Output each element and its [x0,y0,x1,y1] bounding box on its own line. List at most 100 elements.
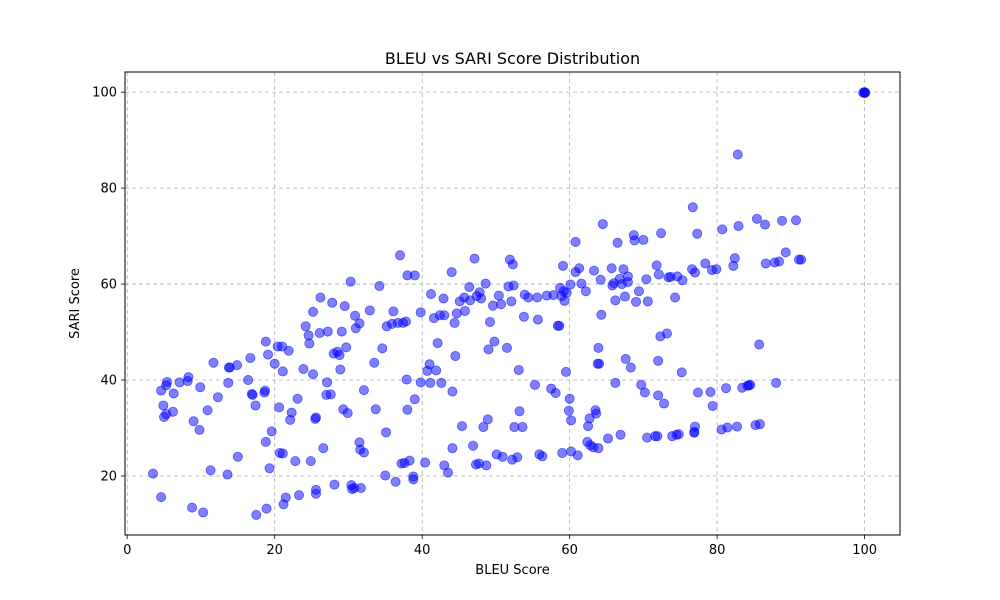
data-point-50 [280,492,291,503]
data-point-35 [260,385,271,396]
data-point-51 [283,345,294,356]
data-point-98 [364,305,375,316]
x-tick-label-5: 100 [852,543,877,558]
data-point-273 [676,367,687,378]
data-point-23 [223,377,234,388]
data-point-123 [415,377,426,388]
data-point-204 [563,405,574,416]
data-point-115 [401,374,412,385]
data-point-48 [277,366,288,377]
data-point-31 [247,389,258,400]
data-point-182 [518,311,529,322]
x-tick-label-0: 0 [123,543,131,558]
data-point-104 [381,427,392,438]
data-point-252 [639,387,650,398]
data-point-84 [341,342,352,353]
data-point-67 [310,484,321,495]
data-point-294 [732,421,743,432]
y-tick-label-4: 100 [92,86,117,101]
data-point-318 [859,88,870,99]
data-point-79 [334,350,345,361]
y-tick-label-1: 40 [100,374,117,389]
data-point-20 [208,357,219,368]
data-point-1 [156,492,167,503]
plot-frame [124,71,901,536]
data-point-305 [760,219,771,230]
data-point-157 [476,293,487,304]
data-point-259 [653,390,664,401]
data-point-274 [677,275,688,286]
data-point-114 [400,316,411,327]
data-points [148,87,871,520]
data-point-47 [277,448,288,459]
data-point-296 [733,221,744,232]
data-point-290 [720,383,731,394]
data-point-138 [442,467,453,478]
data-point-10 [174,377,185,388]
data-point-56 [294,490,305,501]
data-point-40 [264,463,275,474]
data-point-73 [322,326,333,337]
data-point-184 [523,292,534,303]
y-tick-label-2: 60 [100,278,117,293]
data-point-107 [388,306,399,317]
data-point-58 [300,321,311,332]
data-point-162 [483,344,494,355]
data-point-224 [593,342,604,353]
data-point-249 [633,286,644,297]
x-tick-label-1: 20 [266,543,283,558]
data-point-3 [158,400,169,411]
data-point-226 [594,358,605,369]
data-point-33 [251,509,262,520]
data-point-245 [625,362,636,373]
data-point-152 [469,253,480,264]
data-point-13 [187,502,198,513]
data-point-281 [692,228,703,239]
data-point-258 [652,431,663,442]
data-point-163 [485,316,496,327]
data-point-235 [610,377,621,388]
chart-title: BLEU vs SARI Score Distribution [385,49,640,68]
data-point-53 [286,407,297,418]
data-point-300 [745,379,756,390]
y-tick-label-3: 80 [100,182,117,197]
data-point-236 [612,237,623,248]
data-point-265 [661,328,672,339]
data-point-272 [673,429,684,440]
data-point-139 [446,267,457,278]
data-point-103 [380,470,391,481]
data-point-61 [305,456,316,467]
data-point-293 [729,253,740,264]
data-point-151 [468,440,479,451]
data-point-222 [591,408,602,419]
y-axis-label: SARI Score [68,268,83,339]
data-point-16 [195,382,206,393]
data-point-143 [449,317,460,328]
data-point-96 [358,447,369,458]
data-point-306 [760,258,771,269]
data-point-85 [342,408,353,419]
data-point-264 [659,398,670,409]
data-point-286 [707,400,718,411]
data-point-90 [350,310,361,321]
data-point-257 [651,260,662,271]
x-tick-label-3: 60 [561,543,578,558]
data-point-167 [493,290,504,301]
data-point-230 [602,433,613,444]
y-tick-label-0: 20 [100,469,117,484]
data-point-69 [315,292,326,303]
data-point-17 [198,507,209,518]
data-point-263 [656,228,667,239]
data-point-295 [732,149,743,160]
data-point-312 [791,215,802,226]
data-point-108 [390,476,401,487]
data-point-149 [464,281,475,292]
data-point-118 [404,455,415,466]
data-point-240 [618,264,629,275]
data-point-180 [514,406,525,417]
data-point-8 [167,406,178,417]
data-point-54 [290,456,301,467]
data-point-179 [513,364,524,375]
data-point-14 [188,416,199,427]
